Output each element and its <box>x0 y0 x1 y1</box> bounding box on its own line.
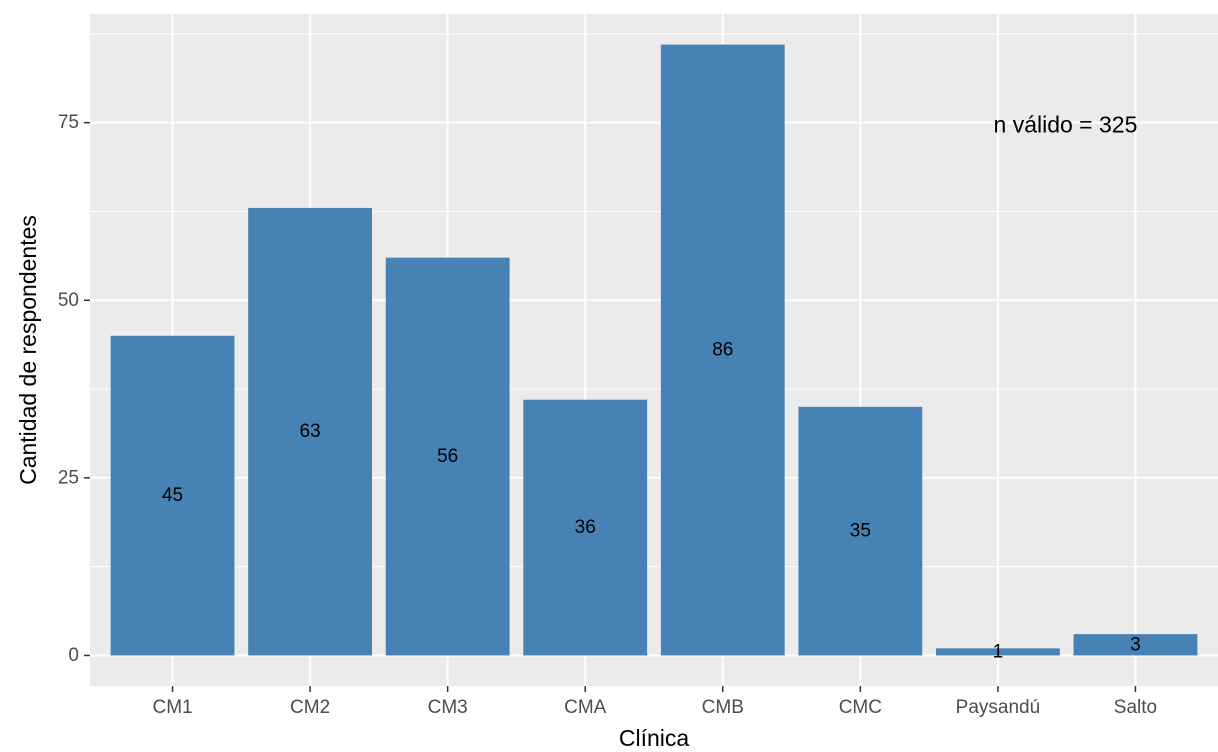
bars <box>110 44 1198 656</box>
bar-value-label: 35 <box>850 521 871 542</box>
bar-value-label: 86 <box>712 340 733 361</box>
bar-labels: 45 63 56 36 86 35 1 3 <box>162 340 1141 663</box>
bar-value-label: 3 <box>1130 634 1141 655</box>
y-axis: 0 25 50 75 <box>58 112 90 666</box>
x-tick-label: CM1 <box>152 697 192 718</box>
bar-value-label: 36 <box>575 517 596 538</box>
bar-cm2 <box>248 207 372 656</box>
x-axis-title: Clínica <box>619 725 690 751</box>
x-tick-label: CM3 <box>428 697 468 718</box>
bar-cm3 <box>385 257 510 656</box>
x-tick-label: Salto <box>1114 697 1157 718</box>
x-tick-label: Paysandú <box>956 697 1041 718</box>
y-tick-label: 50 <box>58 290 79 311</box>
bar-paysandú <box>936 648 1060 656</box>
y-axis-title: Cantidad de respondentes <box>15 215 41 485</box>
bar-value-label: 56 <box>437 446 458 467</box>
bar-value-label: 1 <box>993 641 1004 662</box>
bar-cmb <box>660 44 785 656</box>
x-tick-label: CMA <box>564 697 607 718</box>
x-tick-label: CMB <box>702 697 744 718</box>
y-tick-label: 75 <box>58 112 79 133</box>
bar-cma <box>523 399 648 656</box>
bar-value-label: 45 <box>162 485 183 506</box>
bar-value-label: 63 <box>300 421 321 442</box>
x-tick-label: CM2 <box>290 697 330 718</box>
bar-cmc <box>798 406 923 656</box>
bar-salto <box>1073 634 1198 656</box>
x-axis: CM1 CM2 CM3 CMA CMB CMC Paysandú Salto <box>152 686 1157 718</box>
y-tick-label: 0 <box>68 645 79 666</box>
y-tick-label: 25 <box>58 467 79 488</box>
bar-cm1 <box>110 335 235 656</box>
annotation-n-valido: n válido = 325 <box>994 112 1138 138</box>
x-tick-label: CMC <box>839 697 882 718</box>
